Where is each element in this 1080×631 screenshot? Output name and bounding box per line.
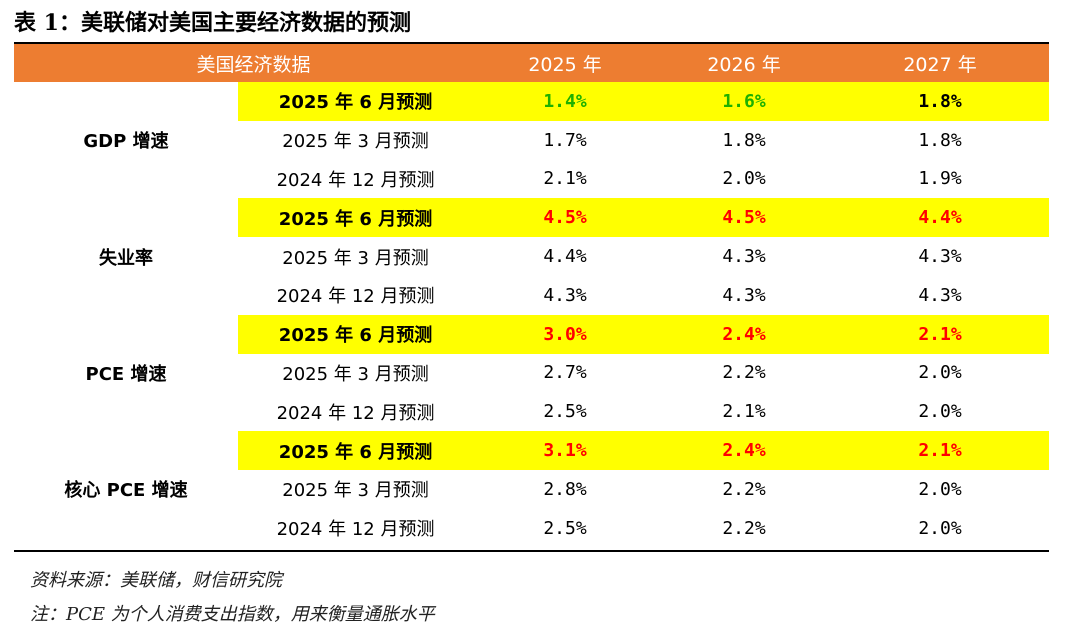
forecast-value: 2.4% [657, 431, 832, 470]
forecast-value: 1.8% [722, 129, 766, 151]
table-row: 核心 PCE 增速 2025 年 6 月预测 3.1% 2.4% 2.1% [14, 431, 1050, 501]
forecast-value: 2.2% [722, 517, 766, 539]
table-row: 2024 年 12 月预测 2.5% 2.1% 2.0% [14, 392, 1049, 431]
forecast-value: 2.1% [831, 431, 1050, 470]
forecast-value: 2.0% [918, 478, 962, 500]
table-body: GDP 增速 2025 年 6 月预测 1.4% 1.6% 1.8% 2025 年 3 月… [14, 82, 1050, 548]
metric-label: 失业率 [99, 247, 153, 269]
forecast-value: 2.0% [918, 362, 962, 384]
forecast-value: 4.3% [918, 284, 962, 306]
forecast-value: 4.3% [722, 284, 766, 306]
forecast-value: 2.4% [657, 314, 832, 354]
bottom-rule [14, 550, 1049, 552]
source-note: 资料来源：美联储，财信研究院 [30, 570, 282, 591]
forecast-value: 2.0% [722, 168, 766, 190]
table-row: 2025 年 3 月预测 2.7% 2.2% 2.0% [14, 354, 1049, 393]
metric-label: 核心 PCE 增速 [64, 480, 188, 502]
table-row: 2025 年 3 月预测 1.7% 1.8% 1.8% [14, 121, 1049, 160]
forecast-value: 1.8% [918, 129, 962, 151]
forecast-value: 2.5% [543, 401, 587, 423]
forecast-value: 3.0% [473, 314, 658, 354]
forecast-value: 1.8% [831, 82, 1050, 121]
metric-label: GDP 增速 [83, 131, 169, 153]
table-title: 表 1：美联储对美国主要经济数据的预测 [14, 10, 411, 36]
table-row: 2024 年 12 月预测 4.3% 4.3% 4.3% [14, 276, 1049, 315]
forecast-period: 2024 年 12 月预测 [276, 519, 435, 541]
forecast-value: 2.1% [543, 168, 587, 190]
forecast-value: 2.7% [543, 362, 587, 384]
forecast-table: 美国经济数据 2025 年 2026 年 2027 年 GDP 增速 2025 年… [14, 44, 1050, 548]
forecast-value: 4.4% [831, 198, 1050, 238]
header-year-2025: 2025 年 [528, 53, 602, 76]
forecast-value: 2.2% [722, 478, 766, 500]
table-row: PCE 增速 2025 年 6 月预测 3.0% 2.4% 2.1% [14, 314, 1050, 385]
header-category: 美国经济数据 [196, 53, 311, 76]
forecast-value: 4.5% [657, 198, 832, 238]
forecast-period: 2025 年 6 月预测 [238, 82, 474, 121]
forecast-value: 4.5% [473, 198, 658, 238]
forecast-period: 2025 年 3 月预测 [282, 480, 429, 502]
header-year-2027: 2027 年 [903, 53, 977, 76]
forecast-value: 2.5% [543, 517, 587, 539]
forecast-value: 2.0% [918, 401, 962, 423]
forecast-period: 2025 年 3 月预测 [282, 363, 429, 385]
forecast-period: 2025 年 3 月预测 [282, 131, 429, 153]
forecast-period: 2024 年 12 月预测 [276, 169, 435, 191]
footnote: 注：PCE 为个人消费支出指数，用来衡量通胀水平 [30, 604, 435, 625]
forecast-period: 2024 年 12 月预测 [276, 286, 435, 308]
forecast-period: 2024 年 12 月预测 [276, 402, 435, 424]
forecast-value: 3.1% [473, 431, 658, 470]
forecast-value: 4.3% [918, 246, 962, 268]
forecast-value: 2.0% [918, 517, 962, 539]
forecast-value: 1.9% [918, 168, 962, 190]
forecast-value: 2.2% [722, 362, 766, 384]
header-year-2026: 2026 年 [707, 53, 781, 76]
forecast-period: 2025 年 6 月预测 [238, 198, 474, 238]
forecast-value: 1.4% [473, 82, 658, 121]
forecast-value: 2.8% [543, 478, 587, 500]
forecast-value: 1.6% [657, 82, 832, 121]
table-row: 2025 年 3 月预测 2.8% 2.2% 2.0% [14, 470, 1049, 509]
forecast-value: 1.7% [543, 129, 587, 151]
forecast-value: 4.3% [543, 284, 587, 306]
forecast-period: 2025 年 6 月预测 [238, 431, 474, 470]
header-row: 美国经济数据 2025 年 2026 年 2027 年 [14, 44, 1050, 82]
top-rule [14, 42, 1049, 44]
forecast-value: 4.3% [722, 246, 766, 268]
table-row: 2025 年 3 月预测 4.4% 4.3% 4.3% [14, 237, 1049, 276]
table-row: 2024 年 12 月预测 2.5% 2.2% 2.0% [14, 509, 1049, 548]
forecast-period: 2025 年 6 月预测 [238, 314, 474, 354]
table-row: 失业率 2025 年 6 月预测 4.5% 4.5% 4.4% [14, 198, 1050, 269]
forecast-value: 4.4% [543, 246, 587, 268]
forecast-value: 2.1% [831, 314, 1050, 354]
forecast-period: 2025 年 3 月预测 [282, 247, 429, 269]
forecast-value: 2.1% [722, 401, 766, 423]
table-row: 2024 年 12 月预测 2.1% 2.0% 1.9% [14, 160, 1049, 199]
metric-label: PCE 增速 [85, 363, 167, 385]
table-row: GDP 增速 2025 年 6 月预测 1.4% 1.6% 1.8% [14, 82, 1050, 152]
